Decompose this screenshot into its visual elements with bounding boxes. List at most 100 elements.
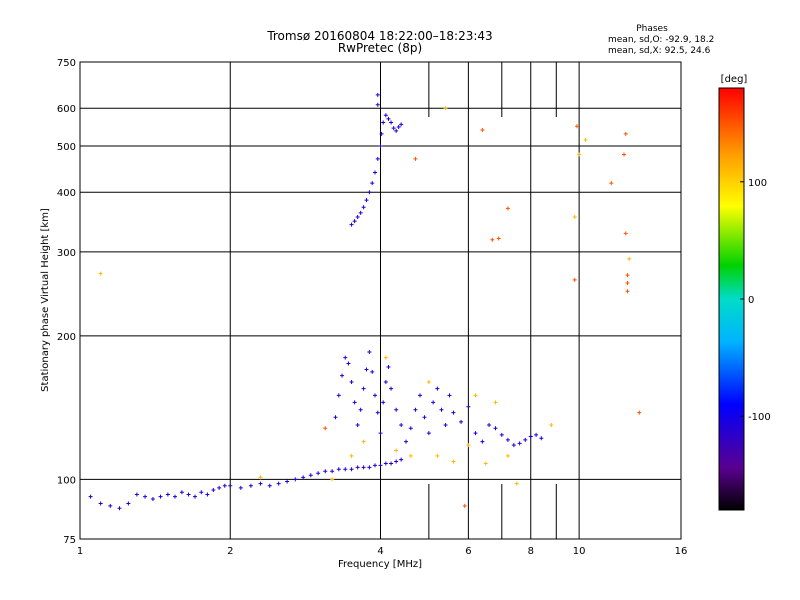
data-point <box>386 116 391 121</box>
data-point <box>514 481 519 486</box>
data-point <box>349 453 354 458</box>
data-point <box>480 128 485 133</box>
data-point <box>375 92 380 97</box>
data-point <box>389 386 394 391</box>
data-point <box>378 431 383 436</box>
data-point <box>389 120 394 125</box>
phase-o-stats: mean, sd,O: -92.9, 18.2 <box>608 35 714 45</box>
data-point <box>435 453 440 458</box>
data-point <box>349 467 354 472</box>
data-point <box>379 131 384 136</box>
data-points <box>88 92 642 511</box>
data-point <box>165 492 170 497</box>
data-point <box>381 120 386 125</box>
data-point <box>126 501 131 506</box>
data-point <box>383 113 388 118</box>
x-tick-label: 1 <box>77 546 83 557</box>
grid-lines <box>80 62 681 539</box>
data-point <box>330 469 335 474</box>
data-point <box>361 465 366 470</box>
data-point <box>258 475 263 480</box>
data-point <box>439 407 444 412</box>
y-tick-label: 600 <box>57 104 76 115</box>
data-point <box>408 453 413 458</box>
data-point <box>301 475 306 480</box>
data-point <box>343 467 348 472</box>
data-point <box>352 219 357 224</box>
data-point <box>493 400 498 405</box>
data-point <box>222 483 227 488</box>
data-point <box>459 419 464 424</box>
data-point <box>413 407 418 412</box>
data-point <box>172 494 177 499</box>
data-point <box>583 137 588 142</box>
data-point <box>108 503 113 508</box>
x-tick-label: 6 <box>465 546 471 557</box>
data-point <box>316 471 321 476</box>
data-point <box>375 102 380 107</box>
data-point <box>447 393 452 398</box>
data-point <box>625 289 630 294</box>
phase-x-stats: mean, sd,X: 92.5, 24.6 <box>608 46 711 56</box>
data-point <box>418 393 423 398</box>
data-point <box>399 122 404 127</box>
data-point <box>523 437 528 442</box>
data-point <box>399 423 404 428</box>
data-point <box>572 214 577 219</box>
data-point <box>396 125 401 130</box>
data-point <box>364 198 369 203</box>
data-point <box>435 386 440 391</box>
y-tick-label: 500 <box>57 142 76 153</box>
phase-heading: Phases <box>636 24 668 34</box>
chart-subtitle: RwPretec (8p) <box>338 41 422 55</box>
x-tick-label: 2 <box>227 546 233 557</box>
data-point <box>627 256 632 261</box>
data-point <box>333 415 338 420</box>
data-point <box>193 494 198 499</box>
data-point <box>228 483 233 488</box>
data-point <box>375 410 380 415</box>
data-point <box>336 467 341 472</box>
chart-title: Tromsø 20160804 18:22:00–18:23:43 <box>266 29 492 43</box>
data-point <box>238 485 243 490</box>
data-point <box>367 349 372 354</box>
data-point <box>383 355 388 360</box>
data-point <box>308 473 313 478</box>
data-point <box>505 206 510 211</box>
data-point <box>383 461 388 466</box>
data-point <box>355 465 360 470</box>
data-point <box>496 236 501 241</box>
data-point <box>466 404 471 409</box>
data-point <box>466 443 471 448</box>
data-point <box>625 281 630 286</box>
data-point <box>493 426 498 431</box>
data-point <box>621 152 626 157</box>
data-point <box>574 124 579 129</box>
data-point <box>473 431 478 436</box>
plot-frame <box>79 61 682 540</box>
data-point <box>431 400 436 405</box>
data-point <box>373 393 378 398</box>
data-point <box>98 501 103 506</box>
data-point <box>267 483 272 488</box>
data-point <box>134 492 139 497</box>
data-point <box>637 410 642 415</box>
data-point <box>539 436 544 441</box>
data-point <box>505 437 510 442</box>
data-point <box>199 490 204 495</box>
data-point <box>88 494 93 499</box>
data-point <box>383 380 388 385</box>
colorbar <box>718 87 745 511</box>
data-point <box>364 367 369 372</box>
data-point <box>386 365 391 370</box>
data-point <box>373 170 378 175</box>
data-point <box>117 506 122 511</box>
data-point <box>394 459 399 464</box>
tick-labels: 1 2 4 6 8 10 16 75 100 200 300 400 500 600 750 <box>57 58 687 557</box>
data-point <box>399 457 404 462</box>
data-point <box>179 490 184 495</box>
data-point <box>336 393 341 398</box>
colorbar-tick-label: 100 <box>748 178 767 189</box>
data-point <box>205 492 210 497</box>
data-point <box>480 439 485 444</box>
